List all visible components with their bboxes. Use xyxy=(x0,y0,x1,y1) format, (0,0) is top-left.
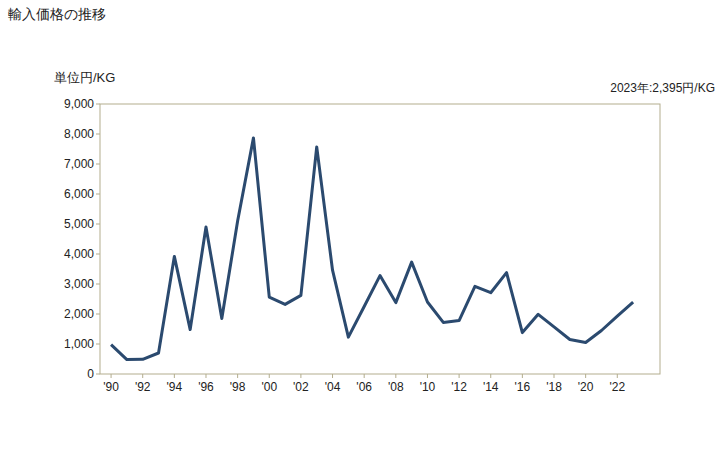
x-tick-label: '92 xyxy=(135,380,151,394)
y-tick-label: 1,000 xyxy=(64,337,94,351)
x-tick xyxy=(111,374,112,378)
y-tick-label: 7,000 xyxy=(64,157,94,171)
x-tick-label: '14 xyxy=(483,380,499,394)
x-tick-label: '00 xyxy=(261,380,277,394)
x-tick-label: '96 xyxy=(198,380,214,394)
plot-frame xyxy=(100,104,660,374)
y-tick-label: 3,000 xyxy=(64,277,94,291)
x-tick xyxy=(522,374,523,378)
y-tick xyxy=(96,284,100,285)
x-tick xyxy=(174,374,175,378)
x-tick-label: '94 xyxy=(167,380,183,394)
x-tick xyxy=(300,374,301,378)
y-tick xyxy=(96,224,100,225)
x-tick-label: '04 xyxy=(325,380,341,394)
y-tick xyxy=(96,194,100,195)
x-tick-label: '02 xyxy=(293,380,309,394)
y-tick xyxy=(96,374,100,375)
y-tick-label: 4,000 xyxy=(64,247,94,261)
x-tick-label: '10 xyxy=(420,380,436,394)
x-tick xyxy=(459,374,460,378)
x-tick xyxy=(237,374,238,378)
x-tick-label: '12 xyxy=(451,380,467,394)
y-tick xyxy=(96,134,100,135)
x-tick xyxy=(427,374,428,378)
y-tick-label: 8,000 xyxy=(64,127,94,141)
annotation: 2023年:2,395円/KG xyxy=(610,81,715,95)
y-tick xyxy=(96,254,100,255)
price-line xyxy=(111,138,633,360)
x-tick-label: '16 xyxy=(515,380,531,394)
plot-area xyxy=(111,138,633,360)
x-tick xyxy=(332,374,333,378)
y-tick-label: 9,000 xyxy=(64,97,94,111)
y-tick xyxy=(96,164,100,165)
x-tick xyxy=(142,374,143,378)
x-tick xyxy=(395,374,396,378)
x-tick-label: '08 xyxy=(388,380,404,394)
x-tick-label: '90 xyxy=(103,380,119,394)
x-tick-label: '20 xyxy=(578,380,594,394)
y-tick-label: 2,000 xyxy=(64,307,94,321)
x-tick-label: '98 xyxy=(230,380,246,394)
y-axis-label: 単位円/KG xyxy=(54,70,115,85)
y-tick xyxy=(96,314,100,315)
y-tick xyxy=(96,344,100,345)
x-tick-label: '18 xyxy=(546,380,562,394)
x-tick xyxy=(205,374,206,378)
title: 輸入価格の推移 xyxy=(8,6,106,22)
x-tick-label: '22 xyxy=(609,380,625,394)
y-tick-label: 0 xyxy=(87,367,94,381)
y-tick xyxy=(96,104,100,105)
x-tick-label: '06 xyxy=(356,380,372,394)
y-tick-label: 6,000 xyxy=(64,187,94,201)
x-tick xyxy=(269,374,270,378)
x-tick xyxy=(585,374,586,378)
x-tick xyxy=(617,374,618,378)
x-tick xyxy=(490,374,491,378)
y-tick-label: 5,000 xyxy=(64,217,94,231)
chart: 輸入価格の推移単位円/KG 2023年:2,395円/KG 0 1,000 2,000 3… xyxy=(0,0,728,450)
x-tick xyxy=(364,374,365,378)
x-tick xyxy=(554,374,555,378)
